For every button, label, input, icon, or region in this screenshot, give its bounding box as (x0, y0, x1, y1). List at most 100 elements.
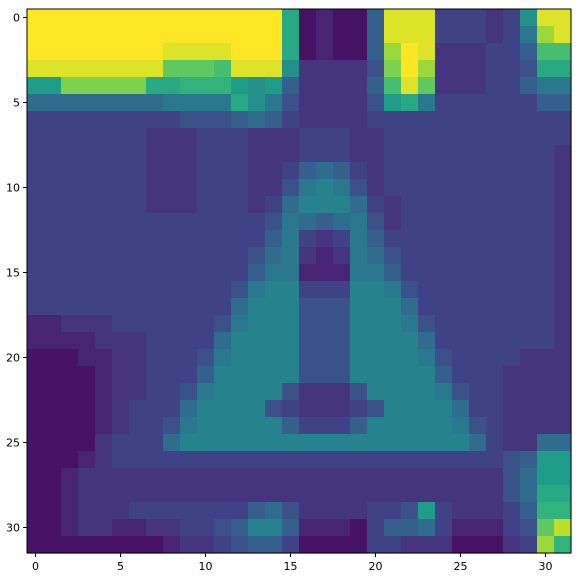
heatmap-cell (78, 451, 96, 469)
heatmap-cell (316, 332, 334, 350)
heatmap-cell (163, 26, 181, 44)
heatmap-cell (554, 196, 572, 214)
heatmap-cell (61, 502, 79, 520)
heatmap-cell (146, 128, 164, 146)
heatmap-cell (469, 247, 487, 265)
x-tick-label: 30 (539, 560, 553, 573)
heatmap-cell (27, 26, 45, 44)
heatmap-cell (554, 111, 572, 129)
heatmap-cell (384, 230, 402, 248)
heatmap-cell (248, 366, 266, 384)
heatmap-cell (95, 264, 113, 282)
heatmap-cell (95, 179, 113, 197)
heatmap-cell (163, 502, 181, 520)
heatmap-cell (367, 417, 385, 435)
heatmap-cell (401, 417, 419, 435)
heatmap-cell (282, 111, 300, 129)
heatmap-cell (350, 247, 368, 265)
heatmap-cell (44, 366, 62, 384)
heatmap-cell (316, 383, 334, 401)
heatmap-cell (95, 145, 113, 163)
heatmap-cell (452, 451, 470, 469)
heatmap-cell (146, 230, 164, 248)
heatmap-cell (129, 468, 147, 486)
heatmap-cell (197, 468, 215, 486)
heatmap-cell (418, 366, 436, 384)
heatmap-cell (418, 264, 436, 282)
heatmap-cell (401, 9, 419, 27)
heatmap-cell (197, 400, 215, 418)
heatmap-cell (265, 383, 283, 401)
heatmap-cell (503, 332, 521, 350)
heatmap-cell (469, 26, 487, 44)
heatmap-cell (265, 145, 283, 163)
heatmap-cell (520, 264, 538, 282)
heatmap-cell (180, 519, 198, 537)
heatmap-cell (333, 536, 351, 554)
heatmap-cell (231, 94, 249, 112)
x-tick-label: 10 (199, 560, 213, 573)
heatmap-cell (61, 451, 79, 469)
heatmap-cell (197, 111, 215, 129)
heatmap-cell (180, 196, 198, 214)
heatmap-cell (112, 247, 130, 265)
heatmap-cell (163, 349, 181, 367)
heatmap-cell (401, 383, 419, 401)
heatmap-cell (112, 43, 130, 61)
heatmap-cell (214, 383, 232, 401)
heatmap-cell (95, 315, 113, 333)
heatmap-cell (537, 502, 555, 520)
heatmap-cell (333, 281, 351, 299)
heatmap-cell (299, 332, 317, 350)
heatmap-cell (520, 485, 538, 503)
heatmap-cell (214, 247, 232, 265)
heatmap-cell (418, 128, 436, 146)
heatmap-cell (95, 298, 113, 316)
heatmap-cell (333, 502, 351, 520)
heatmap-cell (180, 451, 198, 469)
heatmap-cell (503, 145, 521, 163)
heatmap-cell (554, 43, 572, 61)
heatmap-cell (214, 230, 232, 248)
heatmap-cell (299, 162, 317, 180)
heatmap-cell (520, 162, 538, 180)
heatmap-cell (299, 485, 317, 503)
heatmap-cell (214, 145, 232, 163)
heatmap-cell (61, 349, 79, 367)
heatmap-cell (299, 196, 317, 214)
heatmap-cell (554, 315, 572, 333)
heatmap-cell (435, 417, 453, 435)
heatmap-cell (265, 111, 283, 129)
heatmap-cell (554, 264, 572, 282)
heatmap-cell (95, 94, 113, 112)
heatmap-cell (78, 145, 96, 163)
heatmap-cell (401, 366, 419, 384)
heatmap-cell (486, 366, 504, 384)
heatmap-cell (401, 94, 419, 112)
heatmap-cell (248, 281, 266, 299)
heatmap-cell (469, 213, 487, 231)
heatmap-cell (231, 43, 249, 61)
heatmap-cell (146, 468, 164, 486)
heatmap-cell (163, 196, 181, 214)
heatmap-cell (197, 213, 215, 231)
heatmap-cell (316, 298, 334, 316)
heatmap-cell (418, 9, 436, 27)
heatmap-cell (418, 43, 436, 61)
heatmap-cell (282, 179, 300, 197)
heatmap-cell (180, 485, 198, 503)
heatmap-cell (435, 315, 453, 333)
heatmap-cell (231, 366, 249, 384)
heatmap-cell (401, 43, 419, 61)
heatmap-cell (27, 145, 45, 163)
heatmap-cell (299, 298, 317, 316)
heatmap-cell (248, 111, 266, 129)
heatmap-cell (129, 94, 147, 112)
heatmap-cell (486, 213, 504, 231)
heatmap-cell (27, 196, 45, 214)
heatmap-cell (503, 434, 521, 452)
heatmap-cell (401, 349, 419, 367)
heatmap-cell (282, 281, 300, 299)
heatmap-cell (197, 94, 215, 112)
heatmap-cell (503, 281, 521, 299)
